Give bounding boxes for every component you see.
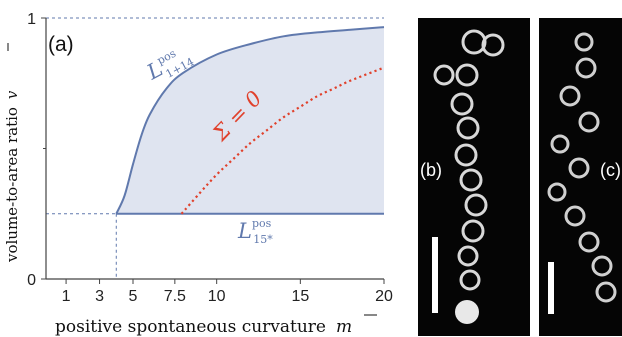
curve-sigma-zero (180, 66, 385, 215)
x-tick-label: 5 (129, 288, 138, 305)
terminal-bead-b (455, 300, 479, 324)
curve-l-1-14 (115, 26, 385, 215)
y-axis-label: volume-to-area ratiov (3, 90, 21, 263)
scale-bar-c (548, 262, 554, 314)
panel-label-c: (c) (600, 160, 621, 180)
scale-bar-b (432, 237, 438, 313)
x-ticks: 1 3 5 7.5 10 15 20 (62, 279, 393, 305)
x-tick-label: 3 (95, 288, 104, 305)
x-tick-label: 7.5 (164, 288, 186, 305)
y-tick-label: 1 (27, 11, 36, 28)
chart-plot: 1 3 5 7.5 10 15 20 01 (a) Lpos1+14 Σ = 0 Lpos 1… (3, 11, 393, 337)
label-l-15: Lpos 15* (237, 217, 273, 246)
x-tick-label: 20 (375, 288, 393, 305)
bead-chain-c (547, 32, 617, 303)
panel-label-a: (a) (48, 33, 74, 56)
panel-label-b: (b) (420, 160, 442, 180)
x-axis-label: positive spontaneous curvature m (55, 317, 352, 337)
y-ticks: 01 (27, 11, 46, 289)
micrograph-b: (b) (418, 18, 530, 336)
x-tick-label: 1 (62, 288, 71, 305)
bead-chain-b (433, 29, 505, 291)
y-tick-label: 0 (27, 272, 36, 289)
x-tick-label: 15 (291, 288, 309, 305)
micrograph-c: (c) (539, 18, 622, 336)
x-tick-label: 10 (208, 288, 226, 305)
